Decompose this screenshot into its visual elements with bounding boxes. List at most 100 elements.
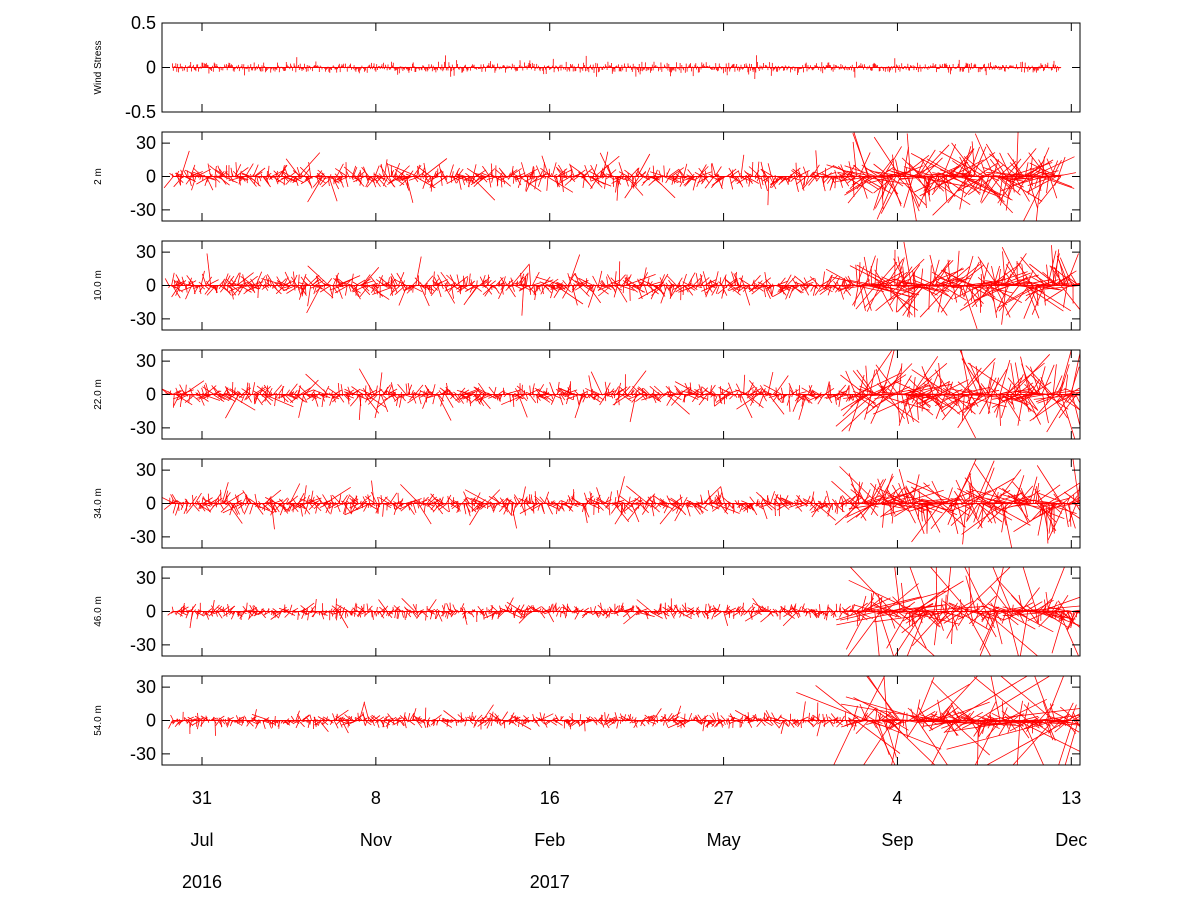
stick — [555, 389, 566, 395]
stick — [611, 394, 614, 399]
stick — [282, 503, 287, 512]
stick — [186, 275, 195, 286]
stick — [961, 358, 987, 395]
stick — [769, 176, 777, 188]
stick — [676, 389, 683, 395]
stick — [795, 176, 807, 185]
stick — [456, 503, 462, 513]
stick — [173, 279, 179, 286]
stick — [990, 368, 1008, 395]
stick — [472, 498, 485, 504]
stick — [376, 176, 387, 188]
stick — [724, 279, 732, 286]
stick — [519, 503, 524, 508]
stick — [997, 176, 1012, 190]
stick — [204, 285, 212, 295]
stick — [802, 166, 808, 177]
stick — [1028, 152, 1048, 177]
stick — [365, 394, 370, 403]
stick — [635, 172, 639, 177]
stick — [226, 275, 235, 286]
stick — [361, 274, 371, 286]
stick — [180, 503, 185, 511]
stick — [971, 285, 974, 302]
stick — [678, 169, 685, 177]
y-tick-label: -30 — [130, 200, 156, 220]
stick — [551, 390, 556, 395]
stick — [205, 385, 217, 395]
stick — [539, 281, 550, 286]
stick — [873, 176, 895, 194]
stick — [217, 165, 223, 177]
stick — [250, 278, 256, 286]
stick — [191, 176, 197, 191]
stick — [488, 394, 498, 399]
stick — [585, 285, 592, 295]
stick — [772, 285, 794, 297]
stick — [876, 261, 898, 286]
stick — [304, 379, 319, 395]
stick — [388, 176, 403, 184]
stick — [961, 146, 972, 177]
stick — [762, 389, 772, 395]
stick — [470, 279, 473, 286]
stick — [278, 498, 284, 504]
stick — [1065, 253, 1079, 286]
stick — [275, 394, 278, 399]
stick — [908, 378, 926, 395]
stick — [740, 277, 745, 286]
stick — [226, 387, 238, 395]
stick — [949, 148, 974, 177]
stick — [281, 165, 285, 177]
stick — [559, 176, 562, 182]
stick — [502, 276, 506, 286]
stick — [925, 381, 950, 395]
stick — [367, 176, 373, 181]
stick — [893, 258, 908, 286]
stick — [445, 394, 454, 408]
stick — [842, 176, 850, 187]
stick — [598, 270, 603, 286]
stick — [591, 176, 603, 188]
stick — [931, 259, 940, 286]
stick — [175, 274, 183, 286]
stick — [828, 382, 830, 395]
stick — [971, 285, 993, 308]
stick — [386, 389, 391, 395]
stick — [1002, 251, 1006, 286]
stick — [1014, 176, 1030, 202]
stick — [763, 176, 768, 192]
stick — [173, 394, 180, 406]
stick — [188, 281, 192, 286]
stick — [692, 503, 704, 513]
stick — [583, 176, 593, 189]
stick — [525, 176, 529, 191]
stick — [729, 394, 735, 400]
stick — [591, 285, 594, 292]
stick — [329, 285, 333, 295]
stick — [344, 388, 356, 395]
stick — [321, 394, 325, 408]
stick — [282, 285, 297, 292]
stick — [873, 176, 885, 211]
stick — [959, 350, 979, 395]
stick — [901, 157, 922, 177]
stick-vectors — [162, 350, 1080, 439]
stick — [213, 176, 221, 183]
stick — [542, 276, 551, 286]
stick — [833, 280, 837, 286]
stick — [941, 176, 967, 195]
stick — [573, 176, 579, 181]
stick — [782, 176, 794, 181]
stick — [438, 503, 448, 511]
stick — [459, 394, 473, 400]
stick — [236, 272, 254, 286]
stick — [505, 497, 516, 504]
stick — [460, 390, 472, 395]
stick — [1031, 381, 1052, 395]
stick — [446, 274, 458, 286]
stick — [718, 281, 723, 286]
stick — [221, 278, 225, 286]
stick — [361, 166, 370, 177]
stick — [268, 388, 273, 395]
